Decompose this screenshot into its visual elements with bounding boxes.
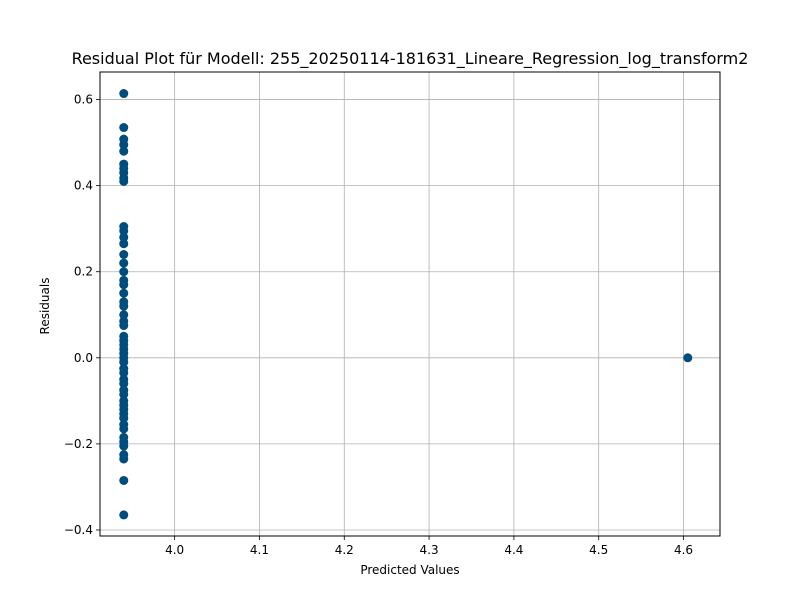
data-point [119, 510, 129, 520]
data-point [119, 389, 129, 399]
data-point [119, 454, 129, 464]
data-point [119, 258, 129, 268]
y-tick-label: −0.4 [64, 523, 93, 537]
data-point [119, 123, 129, 133]
data-point [119, 441, 129, 451]
y-axis-ticks: −0.4 −0.2 0.0 0.2 0.4 0.6 [64, 93, 100, 537]
y-axis-label: Residuals [38, 278, 52, 335]
x-tick-label: 4.1 [250, 543, 269, 557]
x-tick-label: 4.2 [335, 543, 354, 557]
data-point [119, 226, 129, 236]
data-point [119, 413, 129, 423]
data-point [119, 146, 129, 156]
data-point [119, 301, 129, 311]
data-point [119, 239, 129, 249]
data-point [119, 475, 129, 485]
data-point [119, 176, 129, 186]
data-point [119, 321, 129, 331]
y-tick-label: −0.2 [64, 437, 93, 451]
data-point [119, 368, 129, 378]
data-point [683, 353, 693, 363]
x-tick-label: 4.6 [674, 543, 693, 557]
data-point [119, 310, 129, 320]
y-tick-label: 0.6 [74, 93, 93, 107]
data-point [119, 288, 129, 298]
data-point [119, 232, 129, 242]
data-point [119, 89, 129, 99]
x-tick-label: 4.4 [504, 543, 523, 557]
data-point [119, 357, 129, 367]
y-tick-label: 0.0 [74, 351, 93, 365]
y-tick-label: 0.4 [74, 179, 93, 193]
chart-title: Residual Plot für Modell: 255_20250114-1… [72, 49, 749, 69]
data-point [119, 424, 129, 434]
data-point [119, 140, 129, 150]
data-point [119, 379, 129, 389]
data-points [119, 89, 693, 520]
grid-lines [100, 72, 720, 536]
data-point [119, 250, 129, 260]
plot-frame [99, 71, 721, 537]
x-tick-label: 4.3 [420, 543, 439, 557]
x-tick-label: 4.0 [165, 543, 184, 557]
data-point [119, 267, 129, 277]
x-axis-label: Predicted Values [360, 563, 459, 577]
data-point [119, 280, 129, 290]
y-tick-label: 0.2 [74, 265, 93, 279]
x-tick-label: 4.5 [589, 543, 608, 557]
x-axis-ticks: 4.0 4.1 4.2 4.3 4.4 4.5 4.6 [165, 536, 693, 557]
